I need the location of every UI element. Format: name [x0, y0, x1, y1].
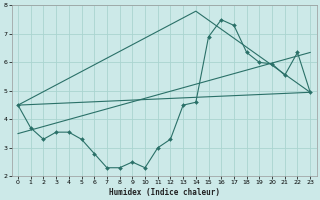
X-axis label: Humidex (Indice chaleur): Humidex (Indice chaleur) — [108, 188, 220, 197]
